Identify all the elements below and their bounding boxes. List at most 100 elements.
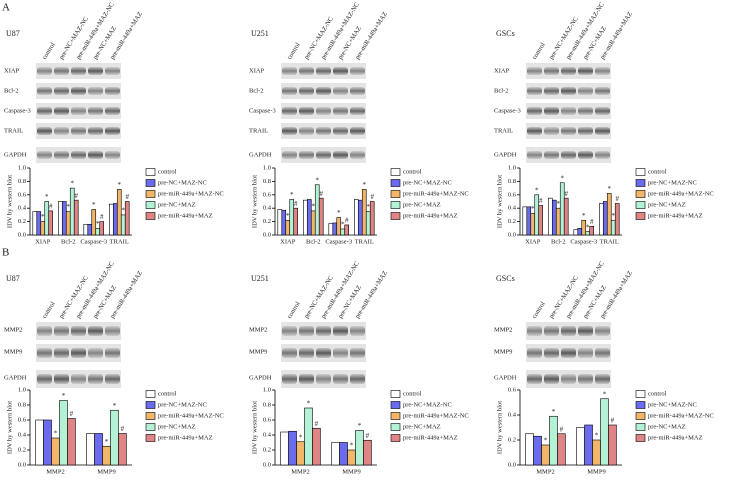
blot-band <box>527 374 542 384</box>
significance-marker: # <box>611 417 615 425</box>
legend-swatch <box>635 423 646 431</box>
y-tick-label: 0.6 <box>508 191 517 198</box>
blot-band <box>88 151 103 159</box>
y-axis-label: IDV by western blot <box>251 175 258 228</box>
x-tick-label: TRAIL <box>110 238 129 245</box>
significance-marker: * <box>531 205 535 213</box>
blot-band <box>544 348 559 358</box>
bar <box>355 430 364 466</box>
bar <box>318 197 324 236</box>
protein-label: MMP2 <box>249 326 267 333</box>
y-tick-label: 0.8 <box>18 401 26 408</box>
bar <box>293 207 298 236</box>
blot-band <box>350 326 365 336</box>
blot-band <box>282 151 297 159</box>
legend-swatch <box>390 168 401 176</box>
blot-band <box>527 107 542 115</box>
blot-band <box>561 107 576 115</box>
y-tick-label: 0.0 <box>508 461 516 468</box>
legend-swatch <box>390 212 401 220</box>
y-tick-label: 1.0 <box>263 386 271 393</box>
bar <box>584 424 593 466</box>
blot-band <box>578 127 593 135</box>
bar <box>59 400 68 466</box>
significance-marker: # <box>100 213 104 221</box>
legend-swatch <box>635 390 646 398</box>
y-tick-label: 0.2 <box>508 436 516 443</box>
bar <box>110 409 119 466</box>
legend-label: pre-NC+MAZ <box>158 423 196 430</box>
blot-band <box>527 326 542 336</box>
legend-swatch <box>390 434 401 442</box>
bar <box>354 199 359 236</box>
significance-marker: # <box>121 425 125 433</box>
legend-swatch <box>145 190 156 198</box>
bar <box>331 442 340 466</box>
blot-band <box>561 151 576 159</box>
y-tick-label: 0.4 <box>18 205 27 212</box>
bar <box>304 407 313 466</box>
bar <box>112 203 118 236</box>
lane-label: pre-miR-449a+MAZ <box>109 270 144 320</box>
legend-label: control <box>403 168 422 175</box>
bar <box>99 221 104 236</box>
y-tick-label: 0.8 <box>263 401 271 408</box>
y-tick-label: 0.6 <box>508 386 517 393</box>
blot-band <box>333 67 348 75</box>
blot-band <box>316 326 331 336</box>
bar <box>124 201 130 236</box>
bar <box>365 211 371 236</box>
blot-band <box>88 67 103 75</box>
bar <box>533 435 542 466</box>
bar <box>555 207 561 236</box>
legend-label: pre-miR-449a+MAZ <box>403 212 458 219</box>
protein-label: MMP2 <box>494 326 512 333</box>
blot-band <box>578 151 593 159</box>
lane-label: control <box>41 41 57 60</box>
legend-swatch <box>390 201 401 209</box>
legend-label: pre-miR-449a+MAZ-NC <box>648 190 714 197</box>
blot-band <box>578 107 593 115</box>
blot-band <box>578 374 593 384</box>
blot-band <box>37 107 52 115</box>
blot-band <box>88 127 103 135</box>
bar <box>573 229 579 236</box>
blot-band <box>544 374 559 384</box>
y-tick-label: 0.0 <box>18 461 26 468</box>
bar <box>51 437 60 466</box>
bar <box>557 433 566 466</box>
blot-band <box>299 87 314 95</box>
blot-band <box>37 87 52 95</box>
blot-band <box>88 326 103 336</box>
significance-marker: * <box>552 408 556 416</box>
bar <box>94 433 103 466</box>
significance-marker: * <box>312 202 316 210</box>
bar <box>40 221 46 236</box>
blot-band <box>544 67 559 75</box>
legend-label: pre-NC+MAZ <box>648 201 686 208</box>
blot-band <box>544 87 559 95</box>
bar <box>608 424 617 466</box>
blot-band <box>350 127 365 135</box>
protein-label: GAPDH <box>4 151 27 158</box>
legend-label: pre-miR-449a+MAZ-NC <box>648 412 714 419</box>
blot-band <box>71 127 86 135</box>
y-axis-label: IDV by western blot <box>6 401 13 454</box>
x-tick-label: TRAIL <box>355 238 374 245</box>
blot-band <box>527 127 542 135</box>
legend-swatch <box>635 434 646 442</box>
bar <box>522 206 528 236</box>
blot-band <box>71 87 86 95</box>
bar <box>83 223 89 236</box>
protein-label: Bcl-2 <box>4 87 18 94</box>
y-tick-label: 0.0 <box>508 231 516 238</box>
x-tick-label: MMP9 <box>587 468 605 475</box>
blot-band <box>333 127 348 135</box>
x-tick-label: XIAP <box>525 238 541 245</box>
bar <box>91 209 97 236</box>
legend-swatch <box>635 401 646 409</box>
y-tick-label: 0.0 <box>18 231 26 238</box>
blot-band <box>316 67 331 75</box>
blot-band <box>316 87 331 95</box>
blot-band <box>527 348 542 358</box>
